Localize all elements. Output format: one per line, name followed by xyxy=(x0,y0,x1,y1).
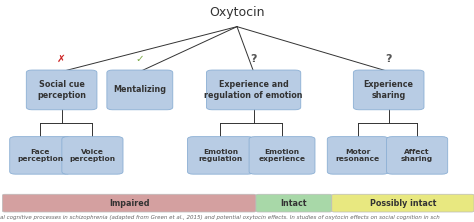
FancyBboxPatch shape xyxy=(327,137,388,174)
FancyBboxPatch shape xyxy=(10,137,71,174)
Text: al cognitive processes in schizophrenia (adapted from Green et al., 2015) and po: al cognitive processes in schizophrenia … xyxy=(0,215,440,220)
Text: ?: ? xyxy=(385,54,392,64)
Text: Motor
resonance: Motor resonance xyxy=(336,149,380,162)
FancyBboxPatch shape xyxy=(256,194,332,212)
Text: Possibly intact: Possibly intact xyxy=(370,199,436,208)
Text: Voice
perception: Voice perception xyxy=(69,149,116,162)
Text: Emotion
regulation: Emotion regulation xyxy=(198,149,243,162)
FancyBboxPatch shape xyxy=(27,70,97,110)
Text: Oxytocin: Oxytocin xyxy=(209,6,265,19)
FancyBboxPatch shape xyxy=(332,194,474,212)
Text: ✓: ✓ xyxy=(136,54,144,64)
FancyBboxPatch shape xyxy=(353,70,424,110)
Text: Face
perception: Face perception xyxy=(17,149,64,162)
FancyBboxPatch shape xyxy=(107,70,173,110)
FancyBboxPatch shape xyxy=(249,137,315,174)
FancyBboxPatch shape xyxy=(188,137,253,174)
FancyBboxPatch shape xyxy=(206,70,301,110)
Text: Experience
sharing: Experience sharing xyxy=(364,80,414,100)
FancyBboxPatch shape xyxy=(62,137,123,174)
Text: ?: ? xyxy=(250,54,257,64)
FancyBboxPatch shape xyxy=(2,194,256,212)
Text: Intact: Intact xyxy=(281,199,307,208)
FancyBboxPatch shape xyxy=(387,137,447,174)
Text: Affect
sharing: Affect sharing xyxy=(401,149,433,162)
Text: Mentalizing: Mentalizing xyxy=(113,85,166,94)
Text: Experience and
regulation of emotion: Experience and regulation of emotion xyxy=(204,80,303,100)
Text: Emotion
experience: Emotion experience xyxy=(258,149,306,162)
Text: ✗: ✗ xyxy=(57,54,66,64)
Text: Social cue
perception: Social cue perception xyxy=(37,80,86,100)
Text: Impaired: Impaired xyxy=(109,199,149,208)
